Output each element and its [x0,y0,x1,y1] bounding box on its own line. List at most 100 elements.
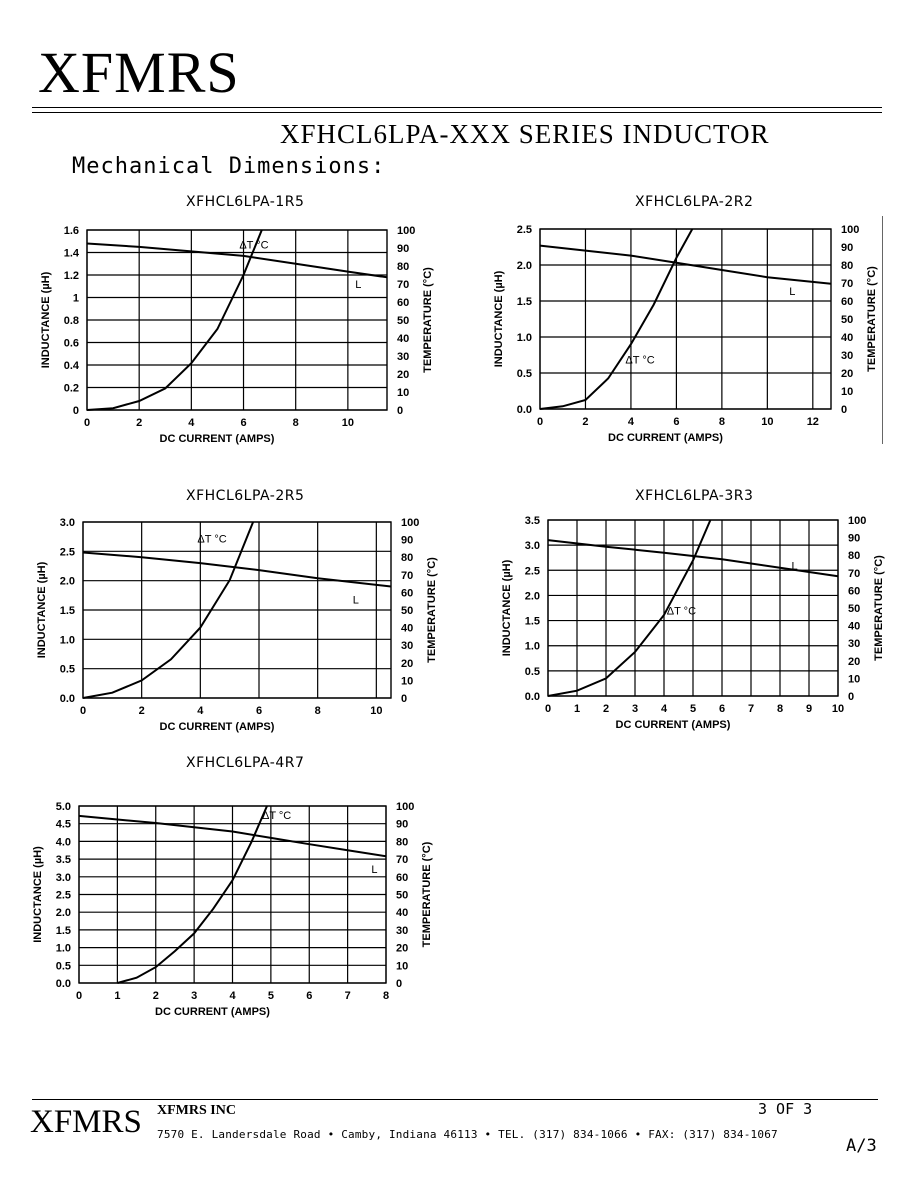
y2-axis-label: TEMPERATURE (°C) [866,266,878,372]
y-tick-label: 0.8 [64,315,79,327]
x-axis-label: DC CURRENT (AMPS) [160,433,275,445]
y2-tick-label: 40 [841,332,853,344]
y2-tick-label: 30 [396,925,408,937]
x-tick-label: 10 [761,416,773,428]
y2-tick-label: 60 [401,587,413,599]
x-tick-label: 2 [153,990,159,1002]
y-tick-label: 1.5 [60,605,75,617]
y2-tick-label: 70 [848,568,860,580]
x-tick-label: 7 [345,990,351,1002]
y-tick-label: 1.2 [64,270,79,282]
y2-tick-label: 80 [396,836,408,848]
y2-tick-label: 40 [401,623,413,635]
company-name: XFMRS INC [157,1103,236,1118]
y2-axis-label: TEMPERATURE (°C) [873,555,885,661]
x-tick-label: 9 [806,703,812,715]
y2-tick-label: 100 [841,224,859,236]
y-tick-label: 1.6 [64,225,79,237]
y2-tick-label: 90 [397,243,409,255]
y-tick-label: 3.5 [56,854,71,866]
inductance-curve [78,814,387,858]
temperature-curve [547,519,712,697]
y-tick-label: 3.0 [60,517,75,529]
y-tick-label: 1.0 [56,943,71,955]
y2-tick-label: 80 [841,260,853,272]
curve-label: ΔT °C [239,239,268,251]
plot-frame [78,805,387,984]
y2-tick-label: 50 [841,314,853,326]
x-tick-label: 2 [139,705,145,717]
x-tick-label: 8 [315,705,321,717]
chart-title-2r2: XFHCL6LPA-2R2 [635,194,754,210]
x-tick-label: 4 [661,703,668,715]
y-tick-label: 1.5 [525,616,540,628]
section-title: Mechanical Dimensions: [72,154,386,179]
y-tick-label: 3.0 [525,540,540,552]
y2-tick-label: 100 [848,515,866,527]
y-tick-label: 4.0 [56,836,71,848]
y-tick-label: 3.0 [56,872,71,884]
x-tick-label: 3 [191,990,197,1002]
y2-axis-label: TEMPERATURE (°C) [422,267,434,373]
x-tick-label: 4 [197,705,204,717]
y-tick-label: 1.4 [64,248,80,260]
y2-tick-label: 10 [401,675,413,687]
x-tick-label: 6 [256,705,262,717]
y2-tick-label: 100 [397,225,415,237]
y2-tick-label: 80 [397,261,409,273]
revision: A/3 [846,1136,877,1156]
curve-label: ΔT °C [262,810,291,822]
x-tick-label: 8 [719,416,725,428]
header-rule [32,112,882,113]
chart-title-4r7: XFHCL6LPA-4R7 [186,755,305,771]
curve-label: L [353,594,359,606]
x-tick-label: 4 [188,417,195,429]
y-tick-label: 2.0 [56,907,71,919]
y-tick-label: 0.5 [517,368,532,380]
x-tick-label: 4 [229,990,236,1002]
x-tick-label: 7 [748,703,754,715]
x-tick-label: 0 [80,705,86,717]
x-axis-label: DC CURRENT (AMPS) [155,1006,270,1018]
y2-tick-label: 20 [396,943,408,955]
series-title: XFHCL6LPA-XXX SERIES INDUCTOR [280,119,770,149]
x-tick-label: 8 [293,417,299,429]
y2-tick-label: 60 [841,296,853,308]
y-axis-label: INDUCTANCE (µH) [40,271,52,368]
y2-tick-label: 60 [396,872,408,884]
y2-tick-label: 80 [401,552,413,564]
y2-tick-label: 40 [396,907,408,919]
y2-tick-label: 10 [397,387,409,399]
company-address: 7570 E. Landersdale Road • Camby, Indian… [157,1128,778,1141]
y-axis-label: INDUCTANCE (µH) [501,559,513,656]
footer-rule [32,1099,878,1100]
y2-tick-label: 70 [397,279,409,291]
y2-tick-label: 40 [848,621,860,633]
x-tick-label: 0 [545,703,551,715]
y-tick-label: 2.5 [56,890,71,902]
y-axis-label: INDUCTANCE (µH) [36,561,48,658]
y2-tick-label: 0 [397,405,403,417]
y2-tick-label: 30 [841,350,853,362]
y-tick-label: 0.5 [525,666,540,678]
plot-frame [82,521,392,699]
x-tick-label: 0 [76,990,82,1002]
y2-tick-label: 20 [397,369,409,381]
y2-tick-label: 50 [396,890,408,902]
y2-tick-label: 0 [401,693,407,705]
curve-label: ΔT °C [625,354,654,366]
y-tick-label: 0.4 [64,360,80,372]
y-tick-label: 0.0 [517,404,532,416]
y2-tick-label: 20 [401,658,413,670]
y-tick-label: 0.5 [56,960,71,972]
temperature-curve [117,805,268,984]
x-tick-label: 2 [603,703,609,715]
y-tick-label: 0.0 [56,978,71,990]
chart-title-1r5: XFHCL6LPA-1R5 [186,194,305,210]
y-tick-label: 1.0 [525,641,540,653]
x-tick-label: 5 [690,703,696,715]
y2-tick-label: 30 [401,640,413,652]
y-tick-label: 1.0 [517,332,532,344]
